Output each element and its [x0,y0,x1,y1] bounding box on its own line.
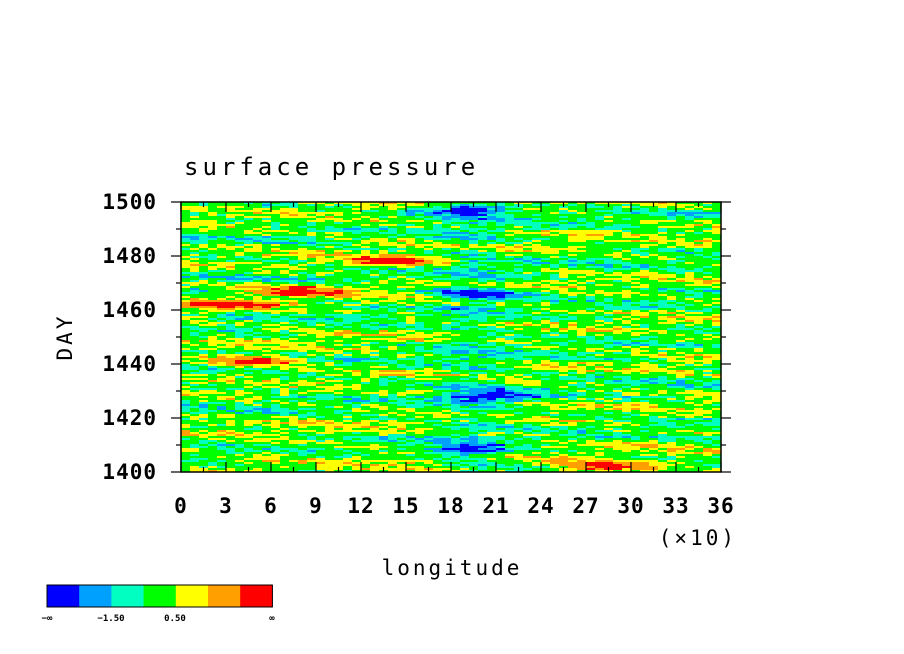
x-tick-label: 3 [219,494,233,518]
x-tick-label: 33 [662,494,689,518]
colorbar-swatch [79,585,112,607]
x-tick-label: 0 [174,494,188,518]
chart-title: surface pressure [184,153,479,181]
x-tick-label: 36 [707,494,734,518]
y-tick-label: 1420 [102,406,157,430]
colorbar-label: 0.50 [164,614,186,624]
colorbar-swatch [47,585,80,607]
y-tick-label: 1440 [102,352,157,376]
x-tick-labels: 0 3 6 9 12 15 18 21 24 27 30 33 36 [174,494,734,518]
x-tick-label: 9 [309,494,323,518]
colorbar-swatch [143,585,177,607]
colorbar-swatch [208,585,241,607]
x-tick-label: 12 [347,494,374,518]
y-tick-label: 1400 [102,460,157,484]
colorbar-label: −1.50 [97,614,124,624]
colorbar-label: ∞ [269,614,275,624]
y-tick-label: 1480 [102,244,157,268]
y-tick-label: 1460 [102,298,157,322]
x-tick-label: 15 [392,494,419,518]
colorbar-label: −∞ [42,614,53,624]
colorbar-swatch [240,585,273,607]
x-tick-label: 27 [572,494,599,518]
x-scale-note: (×10) [659,526,737,550]
x-tick-label: 24 [527,494,554,518]
x-tick-label: 18 [437,494,464,518]
colorbar-swatch [111,585,144,607]
x-tick-label: 30 [617,494,644,518]
x-tick-label: 21 [482,494,509,518]
colorbar-frame [46,584,273,608]
y-axis-label: DAY [53,314,77,361]
y-tick-label: 1500 [102,190,157,214]
x-axis-label: longitude [382,556,523,580]
colorbar: −∞ −1.50 0.50 ∞ [42,584,275,624]
pressure-field [181,202,721,472]
tick-marks [171,201,731,473]
colorbar-swatch [175,585,209,607]
y-tick-labels: 1400 1420 1440 1460 1480 1500 [102,190,157,484]
x-tick-label: 6 [264,494,278,518]
